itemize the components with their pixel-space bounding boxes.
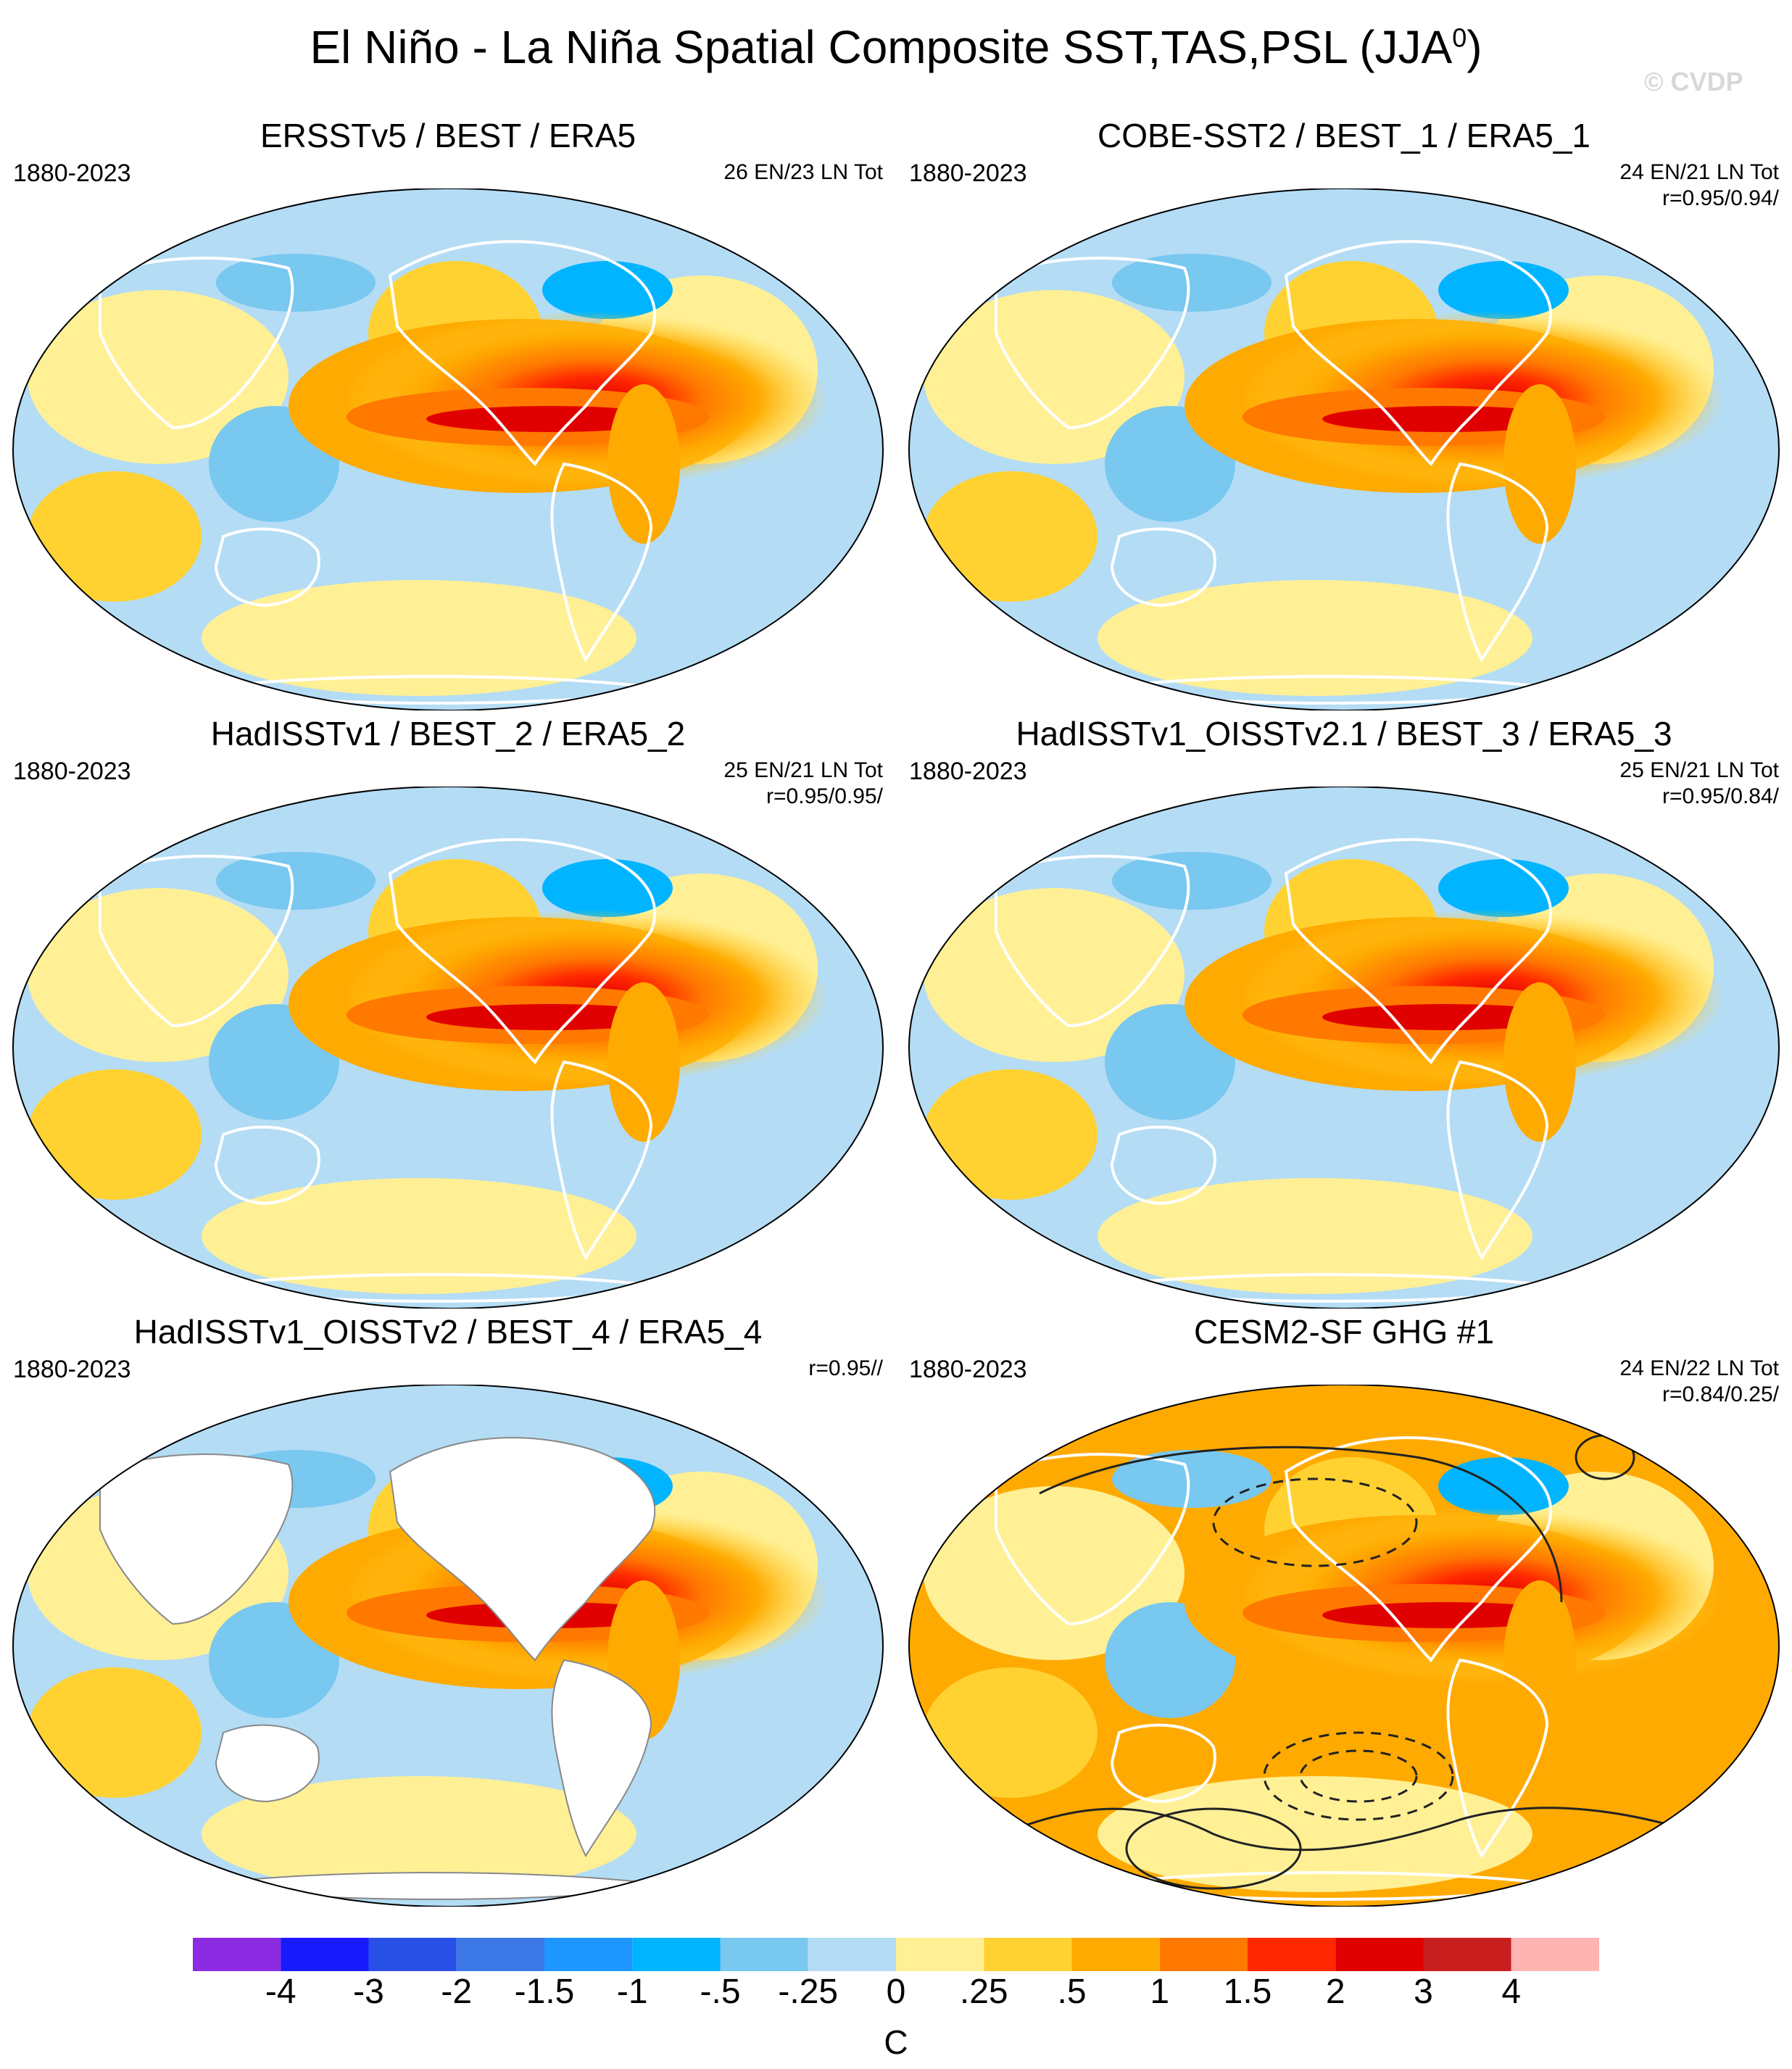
event-count: 24 EN/21 LN Tot — [1619, 160, 1779, 184]
colorbar-tick-label: 1 — [1150, 1973, 1170, 2011]
event-count: 25 EN/21 LN Tot — [723, 758, 883, 782]
anomaly-map — [908, 1385, 1780, 1907]
panel-period: 1880-2023 — [909, 758, 1027, 785]
panel-title: ERSSTv5 / BEST / ERA5 — [260, 117, 636, 154]
colorbar-swatch — [896, 1938, 984, 1971]
figure-title: El Niño - La Niña Spatial Composite SST,… — [310, 21, 1482, 73]
panel-title: CESM2-SF GHG #1 — [1193, 1313, 1495, 1351]
colorbar-swatch — [368, 1938, 457, 1971]
panel-title: HadISSTv1 / BEST_2 / ERA5_2 — [210, 715, 686, 752]
panel-title: HadISSTv1_OISSTv2.1 / BEST_3 / ERA5_3 — [1016, 715, 1672, 752]
colorbar-tick-label: 3 — [1414, 1973, 1433, 2011]
map-panel: COBE-SST2 / BEST_1 / ERA5_1 1880-2023 24 E… — [896, 116, 1792, 710]
colorbar-tick-label: -.25 — [778, 1973, 839, 2011]
panel-period: 1880-2023 — [13, 159, 131, 187]
colorbar-tick-label: 2 — [1325, 1973, 1345, 2011]
colorbar-unit: C — [884, 2023, 908, 2061]
colorbar-swatch — [193, 1938, 281, 1971]
colorbar-swatch — [984, 1938, 1072, 1971]
anomaly-map — [12, 1385, 884, 1907]
anomaly-map — [908, 787, 1780, 1309]
colorbar-swatch — [720, 1938, 808, 1971]
colorbar-swatch — [544, 1938, 633, 1971]
colorbar-tick-label: -2 — [441, 1973, 473, 2011]
panel-title: HadISSTv1_OISSTv2 / BEST_4 / ERA5_4 — [133, 1313, 763, 1351]
pattern-correlation: r=0.95// — [808, 1356, 883, 1380]
pattern-correlation: r=0.95/0.95/ — [766, 784, 883, 808]
panel-period: 1880-2023 — [13, 758, 131, 785]
colorbar-swatch — [632, 1938, 721, 1971]
colorbar-tick-label: 4 — [1501, 1973, 1522, 2011]
colorbar-swatch — [1159, 1938, 1248, 1971]
anomaly-map — [908, 188, 1780, 710]
colorbar-swatch — [1511, 1938, 1599, 1971]
panel-stats: 25 EN/21 LN Tot r=0.95/0.95/ — [723, 758, 883, 810]
colorbar-swatch — [808, 1938, 896, 1971]
event-count: 25 EN/21 LN Tot — [1619, 758, 1779, 782]
colorbar-swatch — [456, 1938, 544, 1971]
map-panel: HadISSTv1 / BEST_2 / ERA5_2 1880-2023 25 E… — [0, 714, 896, 1309]
event-count: 24 EN/22 LN Tot — [1619, 1356, 1779, 1380]
colorbar-tick-label: -1.5 — [514, 1973, 575, 2011]
colorbar-swatch — [1423, 1938, 1511, 1971]
panel-stats: 24 EN/22 LN Tot r=0.84/0.25/ — [1619, 1356, 1779, 1408]
map-panel: ERSSTv5 / BEST / ERA5 1880-2023 26 EN/23 L… — [0, 116, 896, 710]
map-panel: CESM2-SF GHG #1 1880-2023 24 EN/22 LN Tot r… — [896, 1312, 1792, 1907]
colorbar — [193, 1938, 1599, 1971]
pattern-correlation: r=0.95/0.84/ — [1662, 784, 1779, 808]
colorbar-swatch — [1335, 1938, 1424, 1971]
colorbar-tick-label: .25 — [959, 1973, 1008, 2011]
colorbar-tick-label: -3 — [353, 1973, 384, 2011]
event-count: 26 EN/23 LN Tot — [723, 160, 883, 184]
colorbar-tick-label: -4 — [265, 1973, 296, 2011]
colorbar-tick-label: 0 — [886, 1973, 906, 2011]
panel-period: 1880-2023 — [909, 159, 1027, 187]
panel-period: 1880-2023 — [13, 1356, 131, 1383]
pattern-correlation: r=0.95/0.94/ — [1662, 186, 1779, 210]
panel-title: COBE-SST2 / BEST_1 / ERA5_1 — [1097, 117, 1591, 154]
panel-stats: r=0.95// — [808, 1356, 883, 1382]
colorbar-swatch — [1071, 1938, 1160, 1971]
panel-period: 1880-2023 — [909, 1356, 1027, 1383]
colorbar-swatch — [281, 1938, 369, 1971]
watermark: © CVDP — [1644, 67, 1743, 96]
colorbar-swatch — [1248, 1938, 1336, 1971]
anomaly-map — [12, 787, 884, 1309]
panel-stats: 25 EN/21 LN Tot r=0.95/0.84/ — [1619, 758, 1779, 810]
map-panel: HadISSTv1_OISSTv2 / BEST_4 / ERA5_4 1880-… — [0, 1312, 896, 1907]
colorbar-tick-label: -.5 — [700, 1973, 741, 2011]
colorbar-tick-label: 1.5 — [1223, 1973, 1272, 2011]
colorbar-tick-label: .5 — [1057, 1973, 1087, 2011]
anomaly-map — [12, 188, 884, 710]
pattern-correlation: r=0.84/0.25/ — [1662, 1382, 1779, 1406]
panel-stats: 26 EN/23 LN Tot — [723, 159, 883, 186]
map-panel: HadISSTv1_OISSTv2.1 / BEST_3 / ERA5_3 188… — [896, 714, 1792, 1309]
colorbar-tick-label: -1 — [616, 1973, 648, 2011]
panel-stats: 24 EN/21 LN Tot r=0.95/0.94/ — [1619, 159, 1779, 212]
